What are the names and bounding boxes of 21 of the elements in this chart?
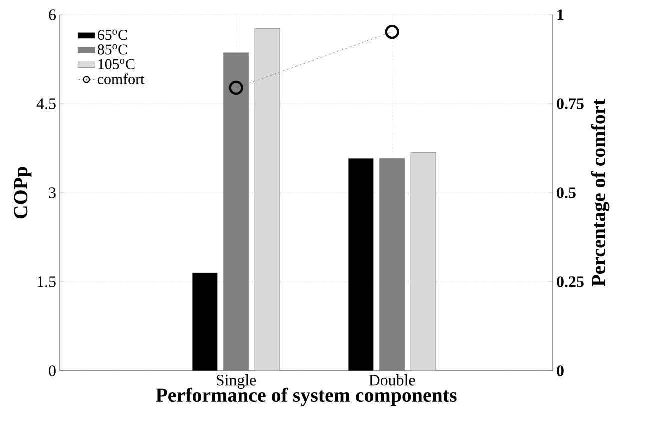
y2-tick-label: 0.75 bbox=[557, 98, 584, 110]
x-tick-label: Double bbox=[369, 374, 416, 386]
y-tick-label: 6 bbox=[49, 10, 56, 20]
y2-axis-title: Percentage of comfort bbox=[591, 99, 610, 287]
legend-label: 85$^{o}$C bbox=[98, 44, 128, 55]
y-axis-title: COPp bbox=[14, 167, 32, 219]
legend-label: 105$^{o}$C bbox=[98, 59, 135, 70]
y2-tick-label: 1 bbox=[558, 10, 564, 20]
y2-tick-label: 0 bbox=[557, 366, 564, 376]
x-axis-title: Performance of system components bbox=[156, 388, 457, 406]
y2-tick-label: 0.5 bbox=[557, 188, 576, 198]
bar bbox=[410, 152, 436, 371]
y2-tick-label: 0.25 bbox=[557, 276, 584, 288]
legend-label: 65$^{o}$C bbox=[98, 30, 128, 40]
bar bbox=[254, 28, 280, 371]
y-tick-label: 1.5 bbox=[38, 276, 56, 288]
x-tick-label: Single bbox=[216, 374, 256, 390]
y-tick-label: 0 bbox=[49, 366, 56, 376]
y-tick-label: 3 bbox=[49, 188, 56, 198]
legend-label: comfort bbox=[98, 74, 145, 84]
y-tick-label: 4.5 bbox=[36, 98, 56, 110]
